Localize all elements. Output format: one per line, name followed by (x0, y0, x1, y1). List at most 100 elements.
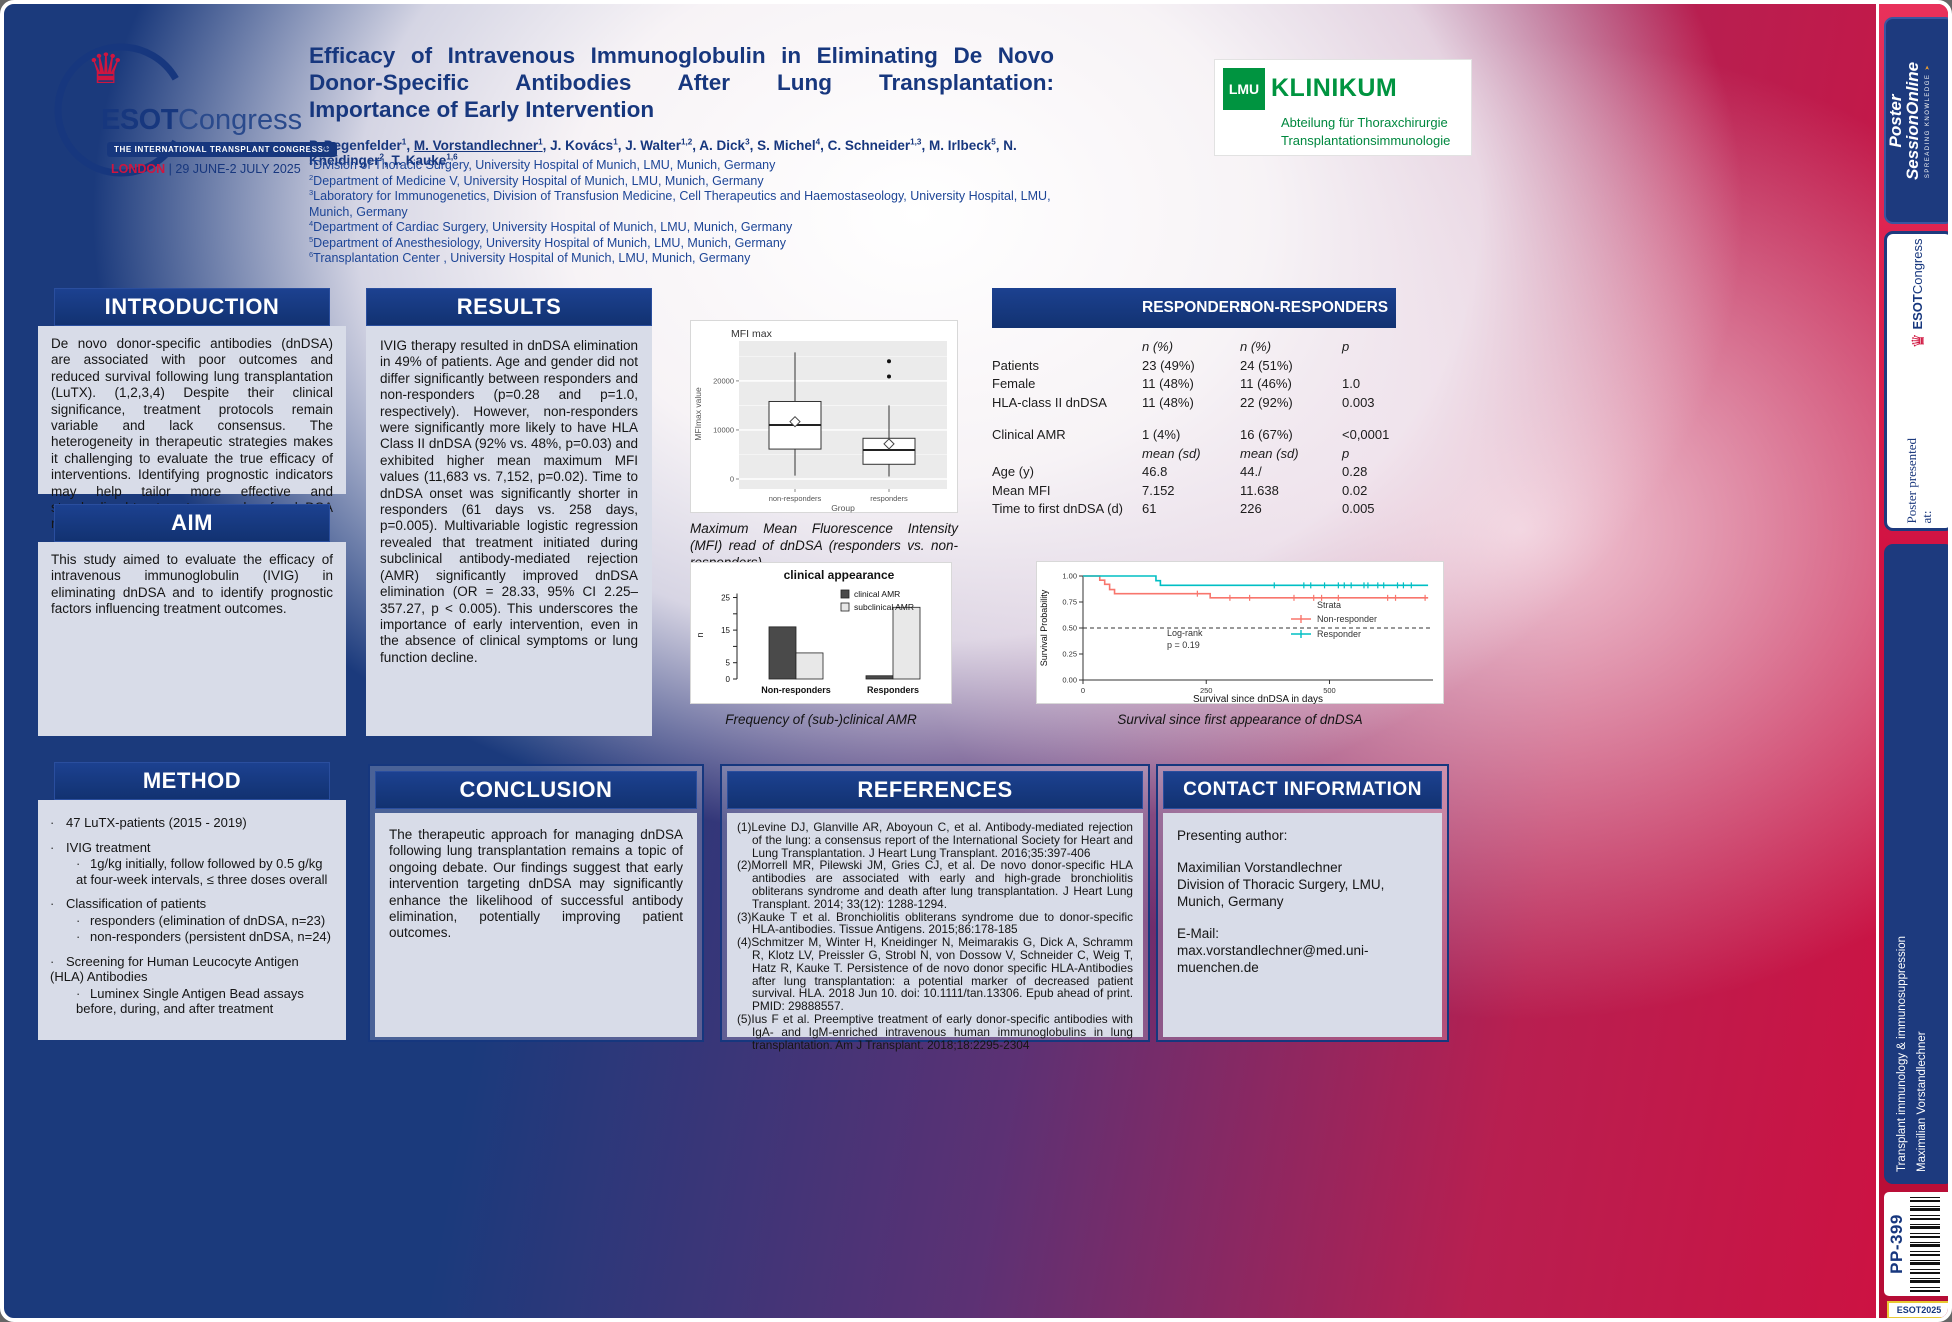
poster-session-online-logo: Poster SessionOnline SPREADING KNOWLEDGE… (1884, 17, 1948, 224)
category-box: Transplant immunology & immunosuppressio… (1884, 544, 1948, 1184)
contact-line: E-Mail: (1177, 926, 1220, 941)
table-row: Age (y) 46.8 44./ 0.28 (992, 463, 1396, 482)
author-name: N. Kneidinger2 (309, 138, 1017, 168)
affiliation-line: 6Transplantation Center , University Hos… (309, 249, 751, 265)
table-cell (1342, 412, 1396, 426)
bullet-icon: · (50, 953, 55, 969)
svg-text:0: 0 (1081, 686, 1085, 695)
congress-mini-text: Congress (1910, 238, 1925, 295)
table-cell: 46.8 (1142, 464, 1168, 479)
method-bullet: · 47 LuTX-patients (2015 - 2019) (50, 815, 247, 830)
method-bullet: · IVIG treatment (50, 839, 151, 855)
esot-banner: THE INTERNATIONAL TRANSPLANT CONGRESS® (107, 142, 337, 157)
author-name: M. Vorstandlechner1 (413, 137, 543, 153)
conclusion-header: CONCLUSION (375, 771, 697, 809)
table-cell: 7.152 (1142, 482, 1175, 498)
svg-text:5: 5 (726, 659, 731, 668)
bar-caption: Frequency of (sub-)clinical AMR (725, 712, 917, 727)
affiliation-list: 1Division of Thoracic Surgery, Universit… (309, 158, 1054, 267)
svg-text:MFImax value: MFImax value (693, 387, 703, 441)
svg-text:clinical AMR: clinical AMR (854, 589, 900, 599)
table-cell: Mean MFI (992, 482, 1051, 498)
author-name: P. Degenfelder1 (309, 137, 407, 153)
svg-text:Strata: Strata (1317, 600, 1341, 610)
poster-presented-label: Poster presented at: (1904, 438, 1934, 524)
results-body: IVIG therapy resulted in dnDSA eliminati… (366, 326, 652, 736)
method-sub-bullet: · non-responders (persistent dnDSA, n=24) (76, 929, 331, 944)
table-cell: 11.638 (1240, 482, 1279, 498)
svg-text:Survival since dnDSA in days: Survival since dnDSA in days (1193, 694, 1323, 705)
table-cell: Time to first dnDSA (d) (992, 501, 1123, 516)
introduction-header: INTRODUCTION (54, 288, 330, 326)
esot-city: LONDON (111, 162, 166, 176)
references-section: REFERENCES (1)Levine DJ, Glanville AR, A… (720, 764, 1150, 1051)
svg-text:10000: 10000 (713, 425, 734, 434)
esot-mini-text: ESOT (1910, 294, 1925, 330)
table-cell: 22 (92%) (1240, 394, 1293, 410)
table-row: mean (sd) mean (sd) p (992, 445, 1396, 464)
author-list: P. Degenfelder1, M. Vorstandlechner1, J.… (309, 137, 1017, 168)
table-cell: n (%) (1240, 339, 1272, 354)
method-sub-bullet: · responders (elimination of dnDSA, n=23) (76, 912, 326, 928)
table-cell: 0.28 (1342, 464, 1368, 479)
table-row (992, 412, 1396, 426)
method-sub-bullet: · Luminex Single Antigen Bead assays befo… (76, 985, 304, 1017)
crown-icon: ♛ (1909, 333, 1928, 349)
affiliation-line: 3Laboratory for Immunogenetics, Division… (309, 187, 1051, 219)
esot-date-range: 29 JUNE-2 JULY 2025 (175, 162, 301, 176)
boxplot-caption: Maximum Mean Fluorescence Intensity (MFI… (690, 521, 958, 570)
aim-body: This study aimed to evaluate the efficac… (38, 542, 346, 736)
bullet-icon: · (76, 929, 81, 944)
table-cell: Female (992, 376, 1036, 391)
poster-number-box: PP-399 (1884, 1192, 1948, 1296)
table-cell: 11 (46%) (1240, 376, 1292, 391)
lmu-dept-line-2: Transplantationsimmunologie (1281, 133, 1451, 148)
pso-word-1: Poster (1886, 94, 1905, 147)
table-row: Time to first dnDSA (d) 61 226 0.005 (992, 500, 1396, 519)
table-cell (1240, 412, 1342, 426)
poster-presented-box: Poster presented at: ♛ ESOTCongress (1884, 231, 1948, 531)
title-line-1: Efficacy of Intravenous Immunoglobulin i… (309, 43, 1054, 68)
table-cell: p (1342, 339, 1350, 354)
pso-tagline: SPREADING KNOWLEDGE ➤ (1924, 21, 1931, 221)
klinikum-text: KLINIKUM (1271, 74, 1398, 102)
title-line-2: Donor-Specific Antibodies After Lung Tra… (309, 70, 1054, 95)
introduction-body: De novo donor-specific antibodies (dnDSA… (38, 326, 346, 531)
references-header: REFERENCES (727, 771, 1143, 809)
contact-section: CONTACT INFORMATION Presenting author: Ma… (1156, 764, 1449, 1042)
table-row: Female 11 (48%) 11 (46%) 1.0 (992, 375, 1396, 394)
reference-item: (3)Kauke T et al. Bronchiolitis oblitera… (737, 909, 1133, 937)
method-header: METHOD (54, 762, 330, 800)
svg-text:1.00: 1.00 (1062, 572, 1077, 581)
bullet-icon: · (50, 815, 55, 830)
affiliation-line: 2Department of Medicine V, University Ho… (309, 172, 764, 188)
lmu-dept-line-1: Abteilung für Thoraxchirurgie (1281, 115, 1448, 130)
presented-line-1: Poster presented (1904, 437, 1919, 524)
author-name: J. Kovács1 (550, 137, 618, 153)
references-body: (1)Levine DJ, Glanville AR, Aboyoun C, e… (727, 813, 1143, 1051)
title-line-3: Importance of Early Intervention (309, 97, 655, 122)
author-name: S. Michel4 (757, 137, 821, 153)
table-cell (992, 412, 1142, 426)
table-cell: 226 (1240, 501, 1262, 516)
table-cell (992, 445, 1142, 464)
presented-line-2: at: (1919, 510, 1934, 524)
table-header: RESPONDERS NON-RESPONDERS (992, 288, 1396, 328)
table-header-responders: RESPONDERS (1142, 299, 1251, 316)
table-row: Mean MFI 7.152 11.638 0.02 (992, 482, 1396, 501)
esot-dates: LONDON | 29 JUNE-2 JULY 2025 (111, 162, 301, 176)
table-cell (1342, 357, 1396, 376)
contact-line (1177, 910, 1428, 925)
svg-text:0.50: 0.50 (1062, 624, 1077, 633)
pso-tagline-text: SPREADING KNOWLEDGE (1925, 73, 1931, 178)
method-bullet: · Screening for Human Leucocyte Antigen (… (50, 953, 299, 985)
table-cell (992, 338, 1142, 357)
esot-text: ESOT (101, 104, 178, 136)
table-cell: 23 (49%) (1142, 357, 1195, 373)
bullet-icon: · (50, 896, 55, 911)
bullet-icon: · (50, 839, 55, 855)
table-cell: 11 (48%) (1142, 376, 1194, 391)
lmu-klinikum-logo: LMU KLINIKUM Abteilung für Thoraxchirurg… (1214, 59, 1472, 156)
clinical-appearance-figure: 0 5 15 25 Non-responders Responders clinical A… (690, 562, 952, 704)
